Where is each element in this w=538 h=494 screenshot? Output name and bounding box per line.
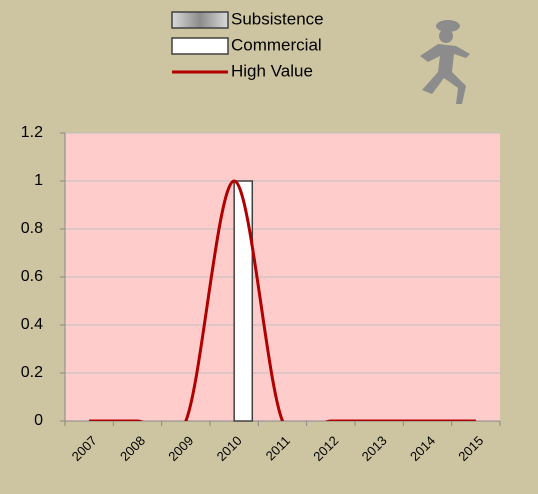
x-tick-label: 2007 bbox=[69, 433, 100, 464]
legend-swatch bbox=[171, 37, 229, 55]
y-tick-label: 1 bbox=[34, 172, 43, 189]
x-tick-label: 2014 bbox=[407, 433, 438, 464]
legend-label: High Value bbox=[231, 61, 313, 80]
legend-label: Commercial bbox=[231, 35, 322, 54]
legend: Subsistence Commercial High Value bbox=[171, 9, 324, 80]
y-tick-label: 0.2 bbox=[21, 364, 43, 381]
runner-icon bbox=[420, 20, 470, 104]
x-tick-label: 2009 bbox=[165, 433, 196, 464]
x-tick-label: 2010 bbox=[214, 433, 245, 464]
line-series bbox=[89, 179, 476, 421]
y-tick-label: 0.4 bbox=[21, 316, 43, 333]
y-tick-label: 0.6 bbox=[21, 268, 43, 285]
x-tick-label: 2013 bbox=[359, 433, 390, 464]
x-tick-label: 2011 bbox=[263, 433, 293, 463]
bar bbox=[233, 180, 254, 422]
legend-label: Subsistence bbox=[231, 9, 324, 28]
y-tick-label: 0.8 bbox=[21, 220, 43, 237]
x-tick-label: 2015 bbox=[455, 433, 486, 464]
x-tick-label: 2012 bbox=[310, 433, 341, 464]
y-tick-label: 1.2 bbox=[21, 124, 43, 141]
x-tick-label: 2008 bbox=[117, 433, 148, 464]
legend-swatch bbox=[171, 11, 229, 29]
y-tick-label: 0 bbox=[34, 412, 43, 429]
